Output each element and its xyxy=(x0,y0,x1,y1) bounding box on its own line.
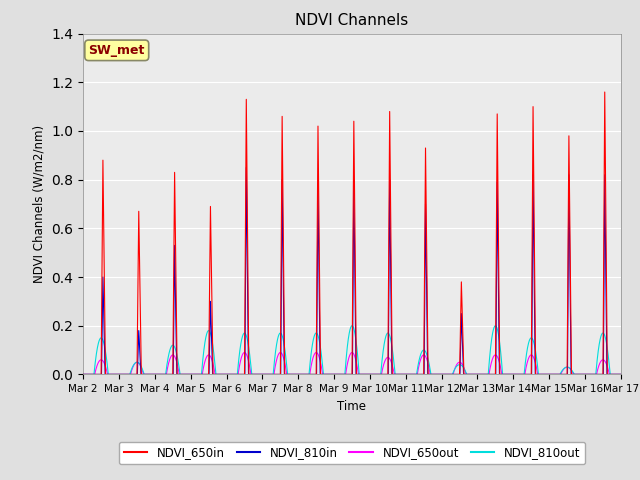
NDVI_650in xyxy=(617,372,625,377)
NDVI_810in xyxy=(502,372,510,377)
Legend: NDVI_650in, NDVI_810in, NDVI_650out, NDVI_810out: NDVI_650in, NDVI_810in, NDVI_650out, NDV… xyxy=(119,442,585,464)
NDVI_650out xyxy=(502,372,510,377)
NDVI_650out xyxy=(241,349,248,355)
NDVI_650out xyxy=(617,372,625,377)
Line: NDVI_650in: NDVI_650in xyxy=(83,92,621,374)
NDVI_810out xyxy=(280,344,288,349)
NDVI_650in xyxy=(615,372,623,377)
NDVI_810out xyxy=(502,372,510,377)
NDVI_650in xyxy=(189,372,196,377)
NDVI_810out xyxy=(348,323,356,329)
NDVI_810in xyxy=(189,372,196,377)
NDVI_650out xyxy=(615,372,623,377)
NDVI_650in xyxy=(280,349,288,355)
NDVI_810in xyxy=(617,372,625,377)
NDVI_650in xyxy=(195,372,202,377)
NDVI_810in xyxy=(243,165,250,170)
NDVI_810in xyxy=(281,372,289,377)
NDVI_810out xyxy=(189,372,196,377)
NDVI_810out xyxy=(617,372,625,377)
NDVI_650out xyxy=(195,372,202,377)
NDVI_650in xyxy=(426,372,434,377)
NDVI_810in xyxy=(79,372,87,377)
NDVI_650out xyxy=(426,371,434,377)
Line: NDVI_650out: NDVI_650out xyxy=(83,352,621,374)
NDVI_810out xyxy=(615,372,623,377)
Title: NDVI Channels: NDVI Channels xyxy=(296,13,408,28)
NDVI_650out xyxy=(281,359,289,364)
NDVI_650in xyxy=(502,372,510,377)
Text: SW_met: SW_met xyxy=(88,44,145,57)
X-axis label: Time: Time xyxy=(337,400,367,413)
NDVI_650in xyxy=(79,372,87,377)
NDVI_810out xyxy=(426,366,434,372)
NDVI_810in xyxy=(426,372,434,377)
NDVI_650in xyxy=(601,89,609,95)
NDVI_810in xyxy=(615,372,623,377)
Y-axis label: NDVI Channels (W/m2/nm): NDVI Channels (W/m2/nm) xyxy=(33,125,46,283)
NDVI_650out xyxy=(79,372,87,377)
NDVI_810in xyxy=(195,372,202,377)
NDVI_810out xyxy=(79,372,87,377)
Line: NDVI_810out: NDVI_810out xyxy=(83,326,621,374)
Line: NDVI_810in: NDVI_810in xyxy=(83,168,621,374)
NDVI_810out xyxy=(195,372,202,377)
NDVI_650out xyxy=(189,372,196,377)
